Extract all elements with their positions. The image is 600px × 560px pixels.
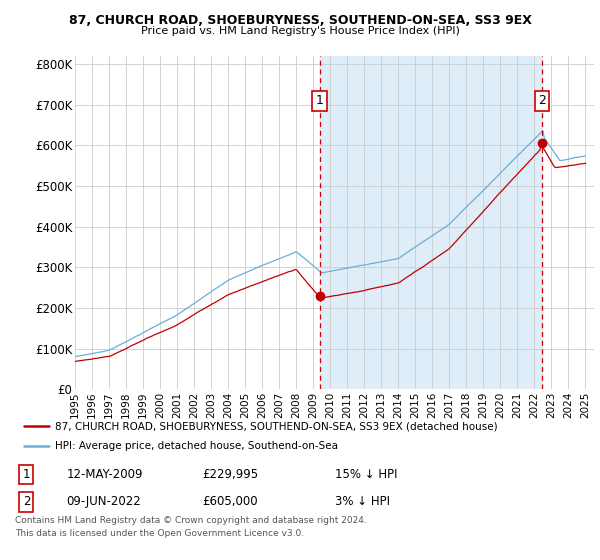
Text: 2: 2	[538, 95, 546, 108]
Text: 87, CHURCH ROAD, SHOEBURYNESS, SOUTHEND-ON-SEA, SS3 9EX: 87, CHURCH ROAD, SHOEBURYNESS, SOUTHEND-…	[68, 14, 532, 27]
Text: 3% ↓ HPI: 3% ↓ HPI	[335, 496, 389, 508]
Text: 1: 1	[316, 95, 323, 108]
Text: £229,995: £229,995	[202, 468, 258, 481]
Text: HPI: Average price, detached house, Southend-on-Sea: HPI: Average price, detached house, Sout…	[55, 441, 338, 451]
Text: 09-JUN-2022: 09-JUN-2022	[67, 496, 142, 508]
Text: This data is licensed under the Open Government Licence v3.0.: This data is licensed under the Open Gov…	[15, 529, 304, 538]
Text: 87, CHURCH ROAD, SHOEBURYNESS, SOUTHEND-ON-SEA, SS3 9EX (detached house): 87, CHURCH ROAD, SHOEBURYNESS, SOUTHEND-…	[55, 421, 498, 431]
Text: 12-MAY-2009: 12-MAY-2009	[67, 468, 143, 481]
Text: Contains HM Land Registry data © Crown copyright and database right 2024.: Contains HM Land Registry data © Crown c…	[15, 516, 367, 525]
Text: £605,000: £605,000	[202, 496, 258, 508]
Text: 2: 2	[23, 496, 30, 508]
Bar	[320, 56, 542, 389]
Text: Price paid vs. HM Land Registry's House Price Index (HPI): Price paid vs. HM Land Registry's House …	[140, 26, 460, 36]
Text: 15% ↓ HPI: 15% ↓ HPI	[335, 468, 397, 481]
Text: 1: 1	[23, 468, 30, 481]
